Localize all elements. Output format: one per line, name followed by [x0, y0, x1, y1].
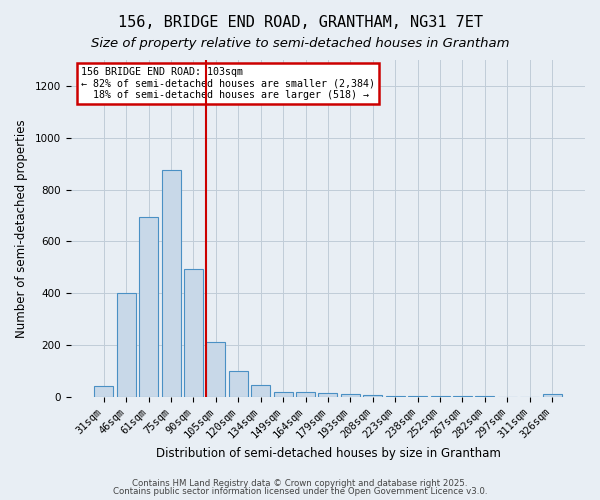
X-axis label: Distribution of semi-detached houses by size in Grantham: Distribution of semi-detached houses by … [155, 447, 500, 460]
Y-axis label: Number of semi-detached properties: Number of semi-detached properties [15, 119, 28, 338]
Bar [116, 293, 136, 397]
Bar [184, 268, 203, 396]
Bar [341, 394, 360, 396]
Bar [161, 170, 181, 396]
Text: Size of property relative to semi-detached houses in Grantham: Size of property relative to semi-detach… [91, 38, 509, 51]
Text: 156, BRIDGE END ROAD, GRANTHAM, NG31 7ET: 156, BRIDGE END ROAD, GRANTHAM, NG31 7ET [118, 15, 482, 30]
Bar [542, 394, 562, 396]
Text: 156 BRIDGE END ROAD: 103sqm
← 82% of semi-detached houses are smaller (2,384)
  : 156 BRIDGE END ROAD: 103sqm ← 82% of sem… [81, 66, 375, 100]
Bar [251, 385, 270, 396]
Bar [296, 392, 315, 396]
Bar [229, 371, 248, 396]
Text: Contains public sector information licensed under the Open Government Licence v3: Contains public sector information licen… [113, 487, 487, 496]
Bar [206, 342, 226, 396]
Text: Contains HM Land Registry data © Crown copyright and database right 2025.: Contains HM Land Registry data © Crown c… [132, 478, 468, 488]
Bar [319, 393, 337, 396]
Bar [139, 216, 158, 396]
Bar [363, 394, 382, 396]
Bar [94, 386, 113, 396]
Bar [274, 392, 293, 396]
